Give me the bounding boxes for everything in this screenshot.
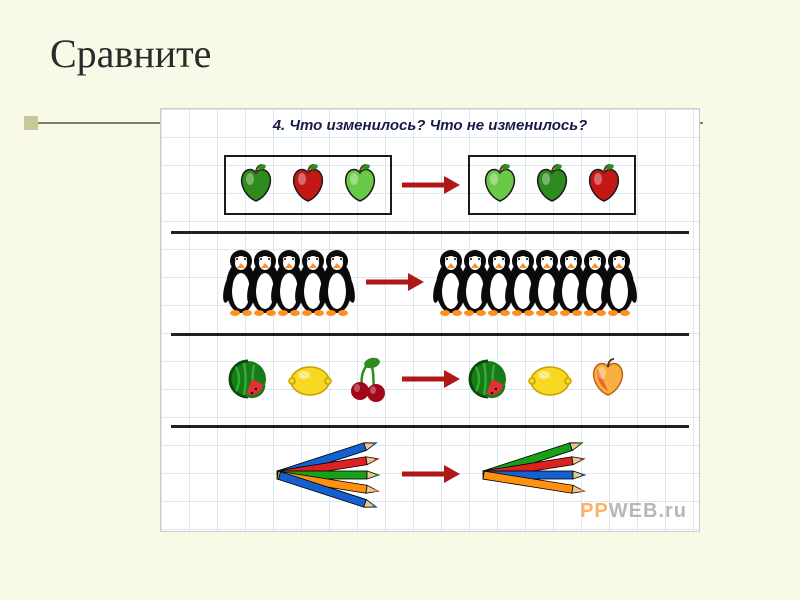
arrow-icon <box>364 270 424 294</box>
arrow-icon <box>400 462 460 486</box>
worksheet-heading: 4. Что изменилось? Что не изменилось? <box>161 117 699 134</box>
apple-icon <box>528 161 576 209</box>
apple-icon <box>284 161 332 209</box>
penguins-right <box>432 247 638 317</box>
apple-icon <box>336 161 384 209</box>
slide-title: Сравните <box>50 30 211 77</box>
apple-icon <box>232 161 280 209</box>
row-apples <box>171 145 689 225</box>
watermark-part: .ru <box>658 500 687 522</box>
row-divider <box>171 333 689 336</box>
apple-icon <box>580 161 628 209</box>
pencils-right <box>468 439 598 509</box>
cherries-icon <box>344 355 392 403</box>
row-fruits <box>171 339 689 419</box>
penguin-icon <box>318 247 356 317</box>
row-penguins <box>171 237 689 327</box>
pencils-left <box>262 439 392 509</box>
fruits-right <box>468 355 632 403</box>
fruits-left <box>228 355 392 403</box>
watermark-part: PP <box>580 500 609 522</box>
arrow-icon <box>400 173 460 197</box>
apples-left-box <box>224 155 392 215</box>
penguin-icon <box>600 247 638 317</box>
lemon-icon <box>526 355 574 403</box>
apples-right-box <box>468 155 636 215</box>
watermelon-icon <box>228 355 276 403</box>
penguins-left <box>222 247 356 317</box>
bullet-square <box>24 116 38 130</box>
lemon-icon <box>286 355 334 403</box>
worksheet-image: 4. Что изменилось? Что не изменилось? <box>160 108 700 532</box>
watermark: PPWEB.ru <box>580 500 687 523</box>
arrow-icon <box>400 367 460 391</box>
watermark-part: WEB <box>609 500 659 522</box>
row-divider <box>171 425 689 428</box>
watermelon-icon <box>468 355 516 403</box>
row-divider <box>171 231 689 234</box>
apple-icon <box>476 161 524 209</box>
apple-icon <box>584 355 632 403</box>
